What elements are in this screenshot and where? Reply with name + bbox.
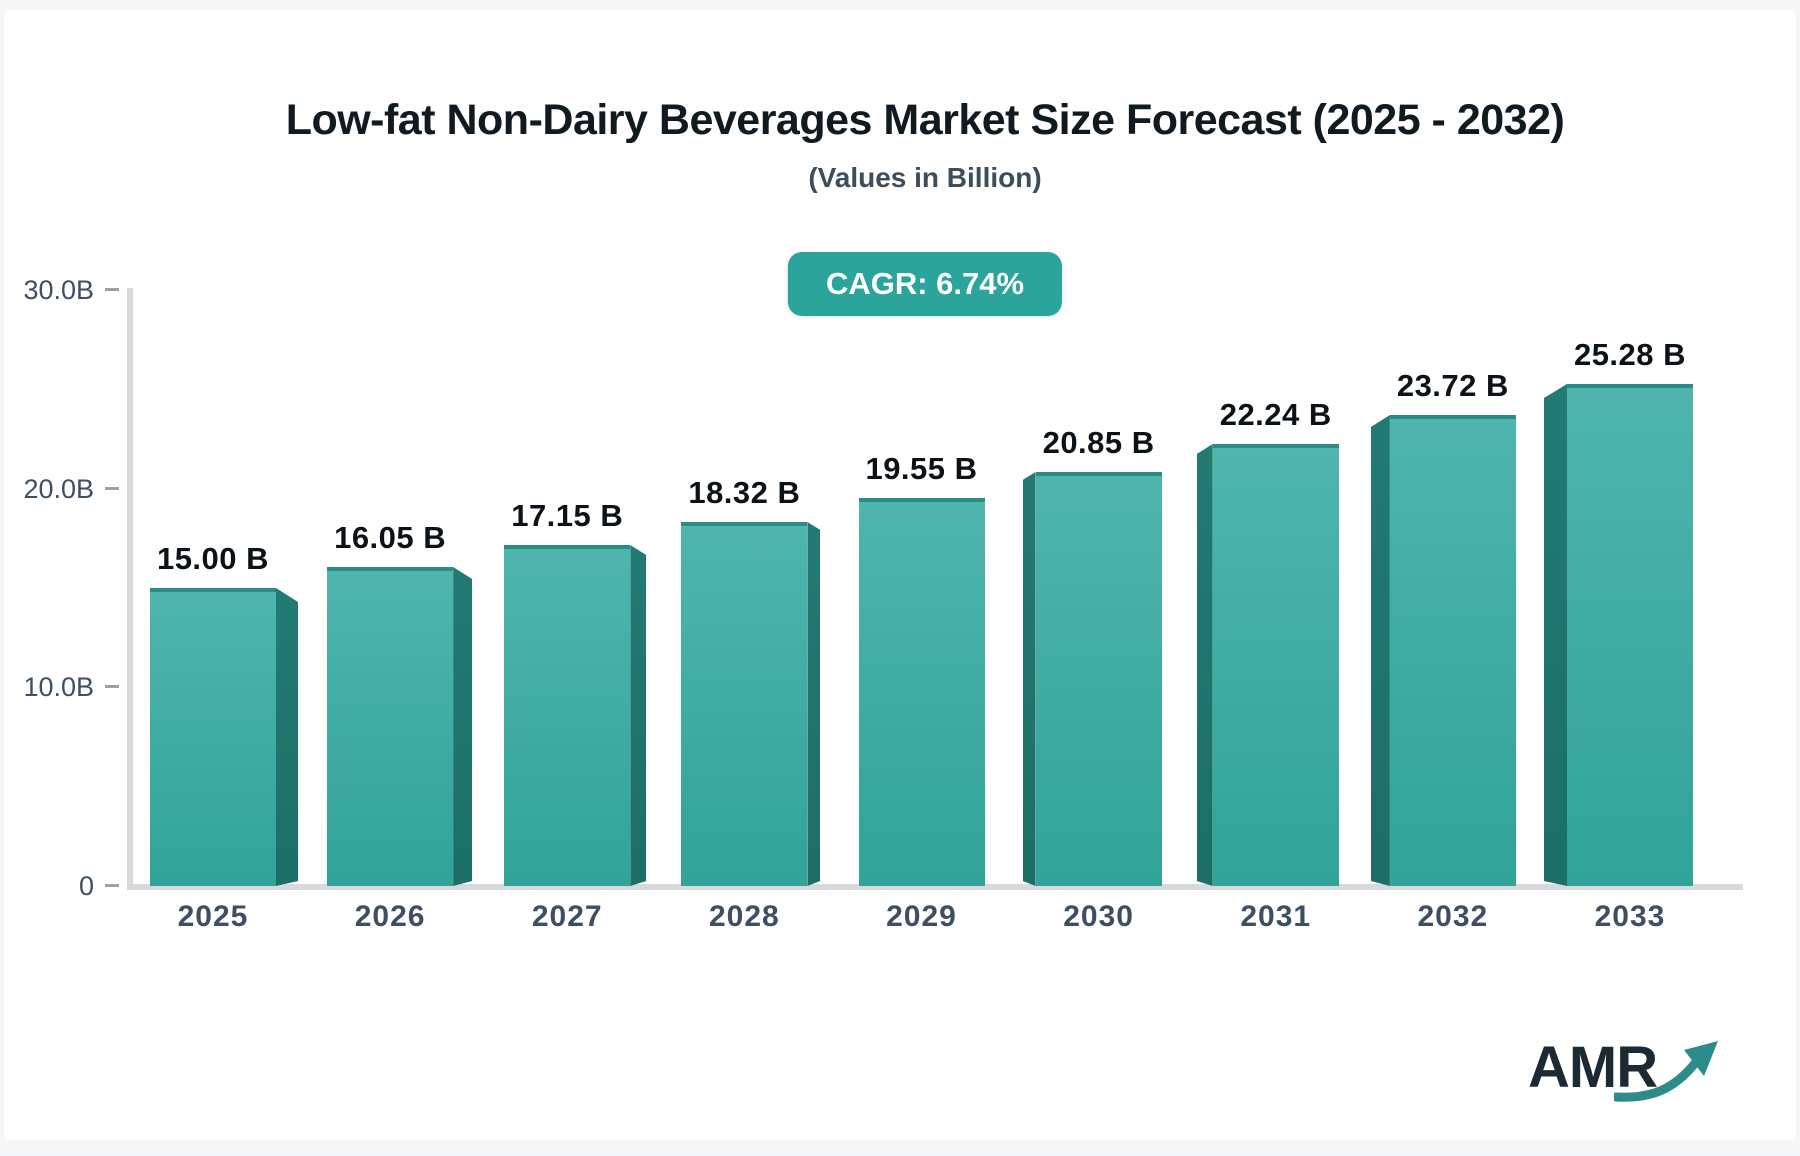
- x-tick-label-2032: 2032: [1417, 900, 1489, 933]
- x-tick-label-2025: 2025: [177, 900, 249, 933]
- x-tick-label-2028: 2028: [709, 900, 780, 933]
- y-axis-line: [127, 288, 133, 886]
- x-tick-label-2029: 2029: [886, 900, 957, 933]
- y-tick-mark-20.0B: [105, 487, 119, 490]
- bar-2026[interactable]: [327, 567, 454, 886]
- bar-2030[interactable]: [1035, 472, 1162, 886]
- amr-logo[interactable]: AMR: [1528, 1028, 1748, 1114]
- bar-2025[interactable]: [150, 588, 276, 886]
- x-tick-label-2033: 2033: [1594, 900, 1666, 933]
- y-tick-label-0: 0: [78, 871, 94, 901]
- x-axis-line: [127, 884, 1743, 890]
- bar-2029[interactable]: [858, 498, 985, 886]
- y-tick-label-20.0B: 20.0B: [23, 474, 94, 504]
- y-tick-mark-10.0B: [105, 685, 119, 688]
- bar-2028[interactable]: [681, 522, 808, 886]
- x-tick-label-2027: 2027: [531, 900, 603, 933]
- bar-side-face-2030: [1023, 472, 1036, 886]
- bar-2027[interactable]: [504, 545, 631, 886]
- bar-value-label-2025: 15.00 B: [156, 541, 270, 576]
- amr-logo-text: AMR: [1528, 1035, 1658, 1100]
- bar-value-label-2029: 19.55 B: [865, 451, 978, 486]
- bar-side-face-2031: [1197, 444, 1213, 886]
- bar-value-label-2033: 25.28 B: [1573, 337, 1687, 372]
- y-tick-mark-30.0B: [105, 288, 119, 291]
- x-tick-label-2030: 2030: [1063, 900, 1134, 933]
- bar-2033[interactable]: [1567, 384, 1693, 886]
- chart-title: Low-fat Non-Dairy Beverages Market Size …: [285, 96, 1565, 144]
- bar-side-face-2033: [1544, 384, 1567, 886]
- bar-side-face-2025: [276, 588, 298, 886]
- chart-subtitle: (Values in Billion): [808, 162, 1042, 193]
- y-tick-label-30.0B: 30.0B: [23, 275, 94, 305]
- y-tick-mark-0: [105, 884, 119, 887]
- bar-side-face-2032: [1371, 415, 1390, 886]
- bar-value-label-2027: 17.15 B: [511, 498, 624, 533]
- bar-value-label-2028: 18.32 B: [688, 475, 801, 510]
- growth-arrow-icon: [1614, 1041, 1718, 1102]
- bar-side-face-2028: [807, 522, 820, 886]
- x-tick-label-2026: 2026: [354, 900, 426, 933]
- cagr-badge: CAGR: 6.74%: [787, 252, 1063, 316]
- bar-value-label-2026: 16.05 B: [334, 520, 447, 555]
- bar-value-label-2031: 22.24 B: [1219, 397, 1332, 432]
- x-tick-label-2031: 2031: [1240, 900, 1312, 933]
- bar-value-label-2032: 23.72 B: [1396, 368, 1509, 403]
- bar-value-label-2030: 20.85 B: [1042, 425, 1155, 460]
- bar-2031[interactable]: [1212, 444, 1339, 886]
- bar-side-face-2026: [453, 567, 472, 886]
- y-tick-label-10.0B: 10.0B: [23, 672, 94, 702]
- bar-2032[interactable]: [1389, 415, 1516, 886]
- bar-side-face-2027: [630, 545, 646, 886]
